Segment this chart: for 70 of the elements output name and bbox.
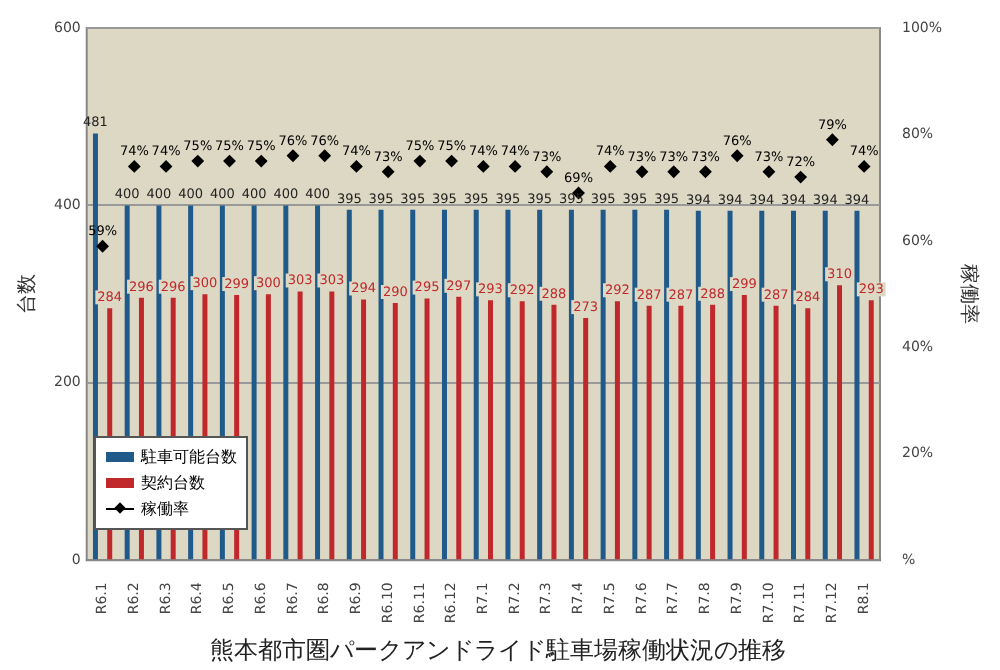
point	[318, 149, 331, 162]
legend-label: 駐車可能台数	[140, 446, 237, 471]
bar	[773, 305, 779, 560]
bar	[741, 295, 747, 560]
point	[636, 165, 648, 178]
point	[667, 165, 680, 178]
bar	[537, 209, 543, 560]
bar	[710, 304, 716, 560]
point	[286, 149, 299, 162]
bar	[646, 305, 652, 560]
bar	[251, 205, 257, 560]
point	[699, 165, 712, 178]
point	[731, 149, 744, 162]
bar	[583, 318, 589, 560]
bar	[297, 291, 303, 560]
point	[223, 155, 236, 168]
bar	[614, 301, 620, 560]
text: 熊本都市圏パークアンドライド駐車場稼働状況の推移	[210, 635, 786, 664]
bar	[473, 209, 479, 560]
bar	[265, 294, 271, 560]
bar	[632, 209, 638, 560]
bar	[805, 308, 811, 560]
point	[255, 155, 268, 168]
point	[540, 165, 553, 178]
legend-label: 契約台数	[140, 472, 205, 497]
bar	[664, 209, 670, 560]
bar	[568, 209, 574, 560]
bar	[410, 209, 416, 560]
point	[762, 165, 775, 178]
legend-label: 稼働率	[140, 498, 189, 523]
bar	[551, 304, 557, 560]
point	[794, 171, 807, 184]
bar	[791, 210, 797, 560]
bar	[283, 205, 289, 560]
bar	[837, 285, 843, 560]
point	[826, 133, 839, 146]
point	[413, 155, 426, 168]
bar	[361, 299, 367, 560]
point	[128, 160, 141, 173]
bar	[424, 298, 430, 560]
bar	[392, 303, 398, 560]
bar	[727, 210, 733, 560]
bar	[854, 210, 860, 560]
bar	[346, 209, 352, 560]
point	[191, 155, 204, 168]
bar	[600, 209, 606, 560]
point	[160, 160, 173, 173]
bar	[868, 300, 874, 560]
bar	[519, 301, 525, 560]
y2-axis-title: 稼働率	[956, 264, 981, 325]
point	[382, 165, 395, 178]
point	[445, 155, 458, 168]
point	[477, 160, 490, 173]
bar	[378, 209, 384, 560]
point	[858, 160, 871, 173]
bar	[759, 210, 765, 560]
bar	[505, 209, 511, 560]
y-axis-title: 台数	[15, 274, 40, 315]
point	[509, 160, 522, 173]
point	[350, 160, 363, 173]
point	[604, 160, 617, 173]
bar	[315, 205, 321, 560]
bar	[822, 210, 828, 560]
bar	[695, 210, 701, 560]
bar	[678, 305, 684, 560]
bar	[456, 296, 462, 560]
bar	[441, 209, 447, 560]
point	[96, 240, 109, 253]
bar	[329, 291, 335, 560]
bar	[487, 300, 493, 560]
